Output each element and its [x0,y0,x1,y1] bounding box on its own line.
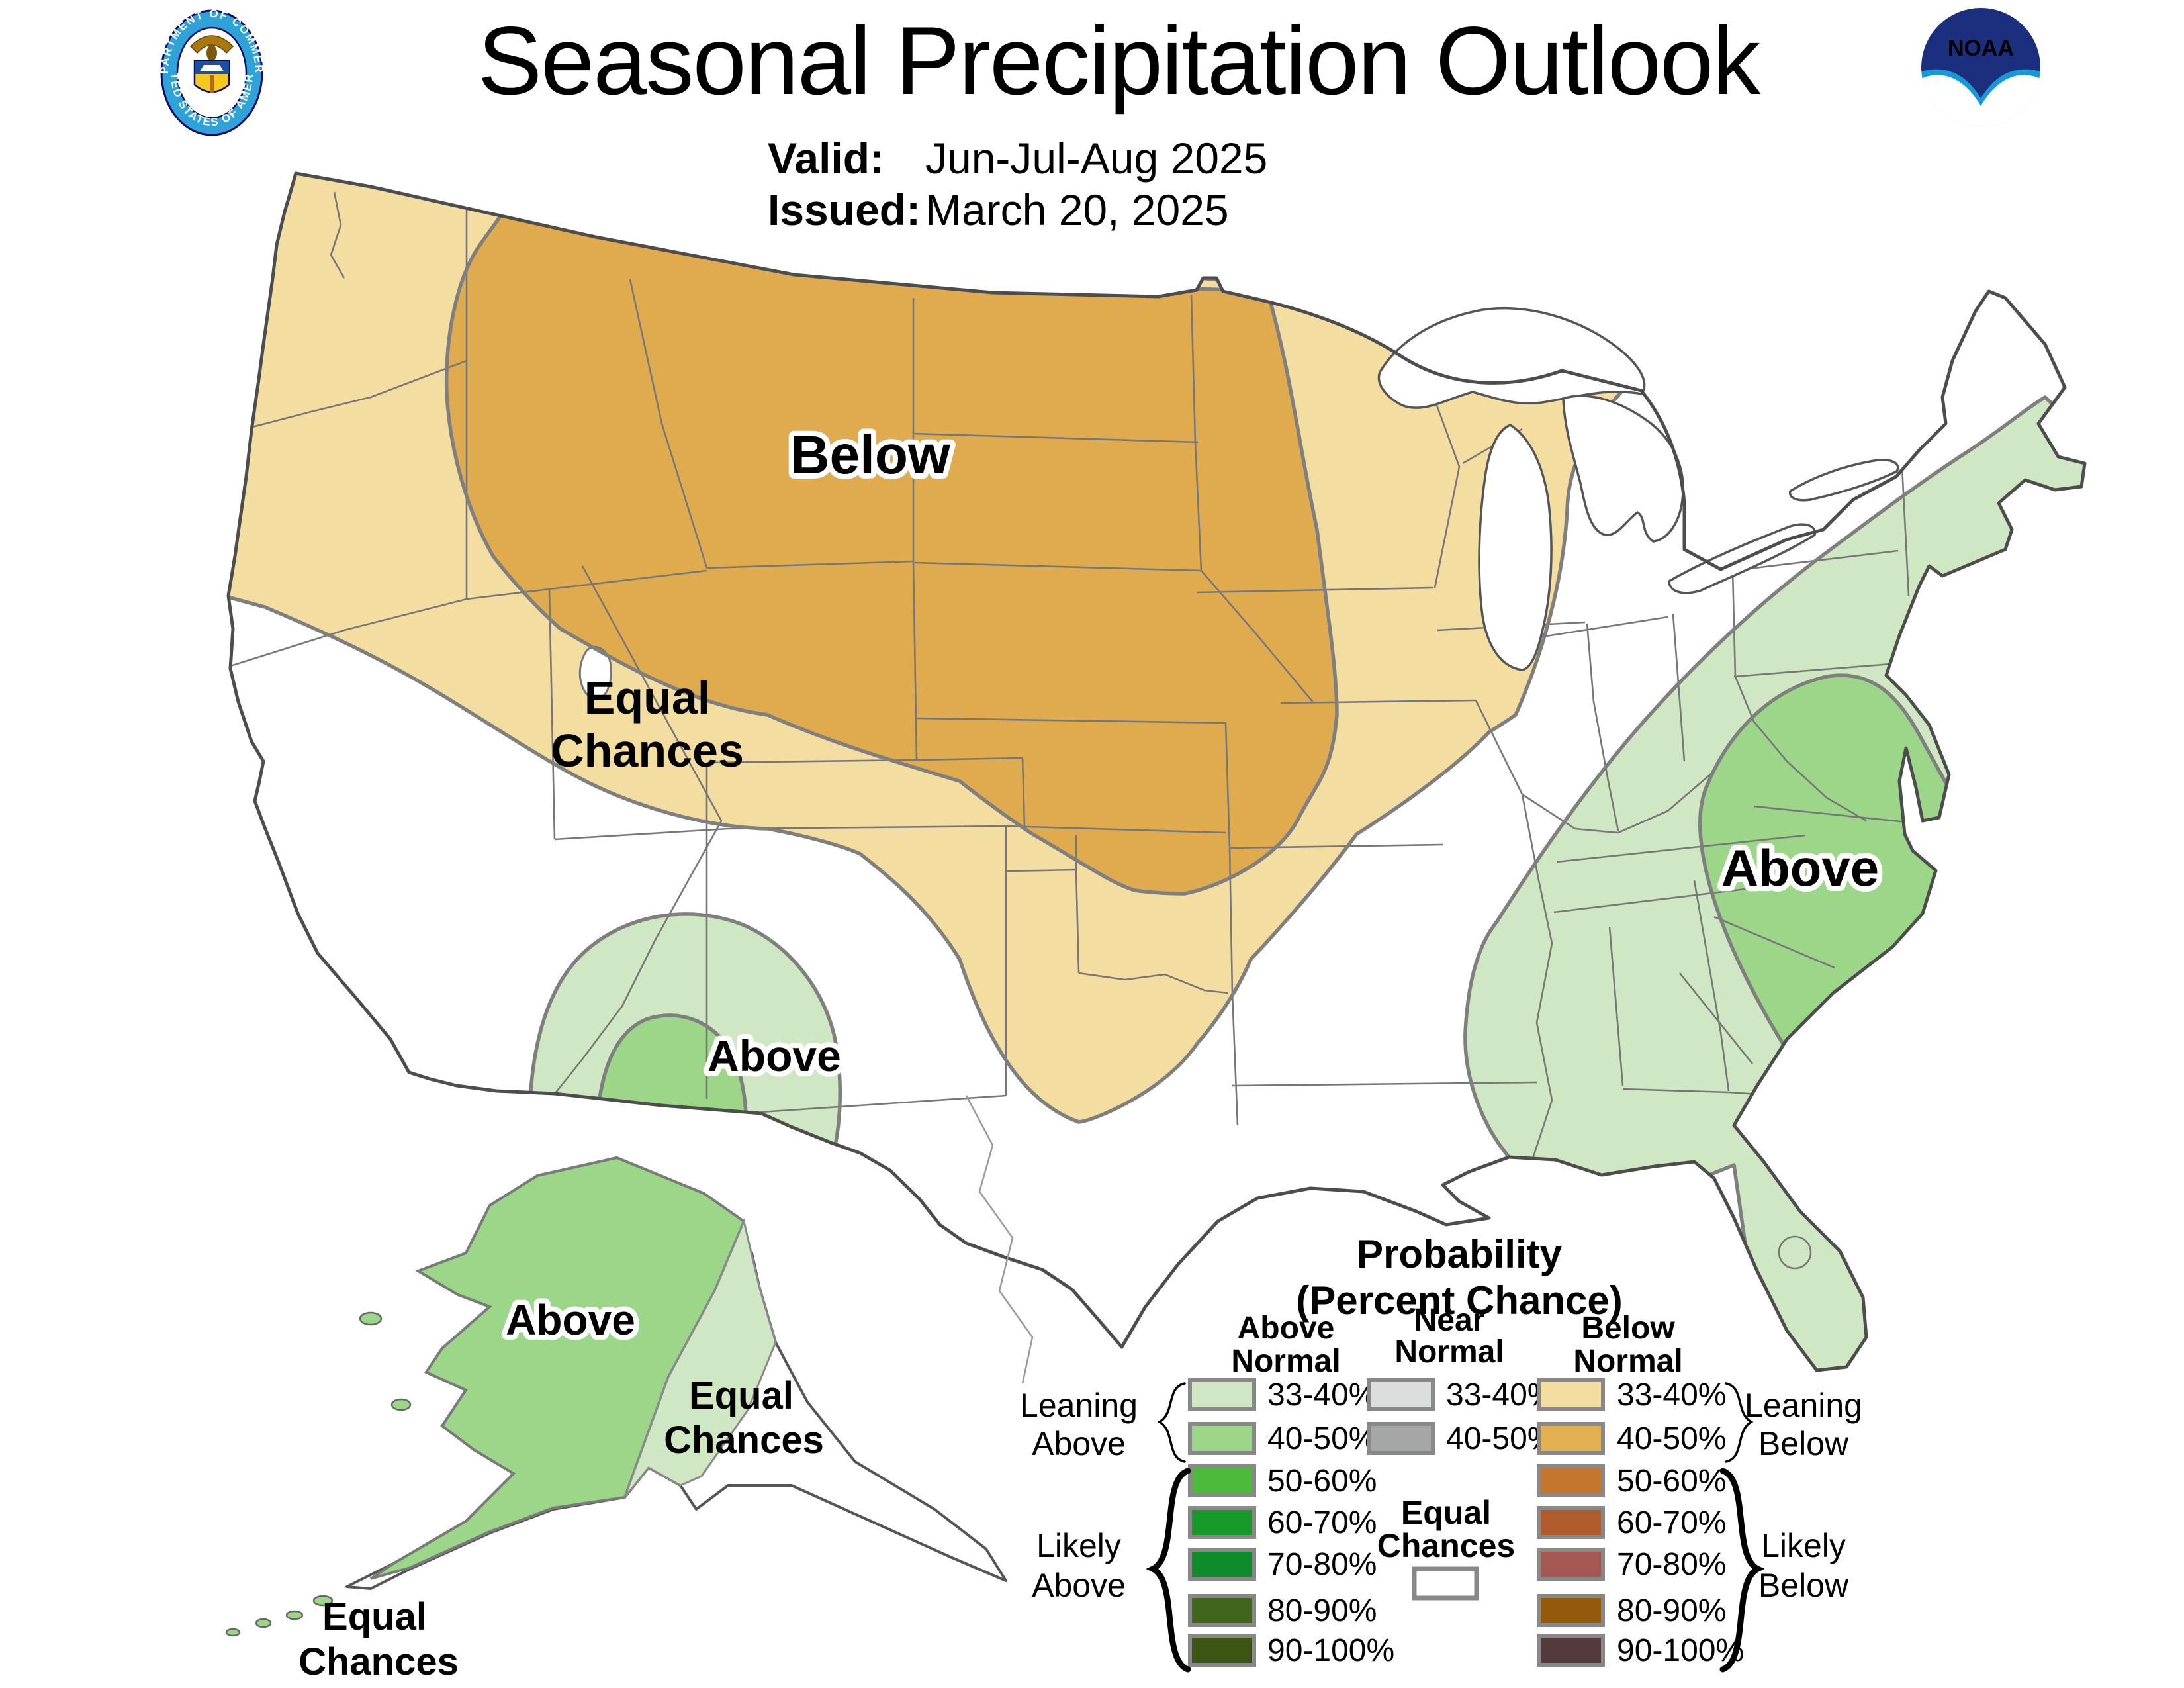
issued-value: March 20, 2025 [925,185,1229,234]
label-equal-chances-alaska-line2: Chances [664,1419,824,1462]
legend-equal-chances-line1: Equal [1401,1494,1491,1531]
range-above-50-60: 50-60% [1267,1464,1377,1499]
page-title: Seasonal Precipitation Outlook [478,7,1762,115]
range-above-33-40: 33-40% [1267,1378,1377,1413]
map-labels: Below Equal Chances Above Above Above Eq… [298,420,1884,1683]
swatch-below-60-70 [1537,1506,1605,1539]
alaska-map [225,1095,1034,1637]
legend-col-near: 33-40% 40-50% [1367,1378,1555,1456]
label-below: Below [790,425,950,485]
lake-superior [1377,306,1646,409]
legend-group-leaning-above-line1: Leaning [1020,1387,1138,1424]
brace-likely-above [1146,1468,1191,1673]
legend-group-likely-above-line2: Above [1032,1567,1126,1604]
header: Seasonal Precipitation Outlook Valid: Ju… [0,0,2040,234]
swatch-near-33-40 [1367,1378,1435,1411]
swatch-below-70-80 [1537,1548,1605,1581]
range-below-90-100: 90-100% [1617,1633,1744,1668]
swatch-below-33-40 [1537,1378,1605,1411]
aleutian-islands [225,1311,412,1637]
legend: Probability (Percent Chance) Above Norma… [1020,1232,1862,1673]
lake-okeechobee [1778,1235,1812,1270]
lake-michigan [1478,424,1553,671]
legend-col-near-header-line1: Near [1414,1303,1485,1338]
legend-col-above-header-line2: Normal [1231,1344,1340,1379]
label-equal-chances-aleutians-line2: Chances [298,1640,459,1683]
swatch-below-90-100 [1537,1634,1605,1667]
range-below-50-60: 50-60% [1617,1464,1726,1499]
legend-group-likely-below-line2: Below [1758,1567,1849,1604]
label-equal-chances-alaska-line1: Equal [689,1374,794,1417]
swatch-above-60-70 [1188,1506,1256,1539]
valid-label: Valid: [768,134,884,183]
label-equal-chances-west-line2: Chances [551,725,744,776]
swatch-near-40-50 [1367,1422,1435,1455]
legend-subtitle: (Percent Chance) [1296,1278,1622,1323]
canada-coastline [965,1095,1034,1384]
brace-likely-below [1719,1468,1765,1673]
swatch-below-80-90 [1537,1594,1605,1627]
alaska-region-above-33-40 [623,1218,777,1498]
legend-group-leaning-below-line2: Below [1758,1425,1849,1462]
swatch-above-80-90 [1188,1594,1256,1627]
label-equal-chances-aleutians-line1: Equal [322,1595,427,1638]
range-below-40-50: 40-50% [1617,1421,1726,1456]
label-above-east: Above [1721,839,1879,897]
label-above-alaska: Above [506,1296,635,1344]
legend-col-above-header-line1: Above [1238,1311,1335,1346]
lake-ontario [1788,458,1899,502]
swatch-above-40-50 [1188,1422,1256,1455]
doc-seal-eagle-icon [189,35,234,61]
swatch-above-90-100 [1188,1634,1256,1667]
legend-group-likely-below-line1: Likely [1761,1527,1846,1564]
issued-label: Issued: [768,185,921,234]
label-equal-chances-west-line1: Equal [584,672,711,724]
conus-map [199,159,2118,1430]
valid-value: Jun-Jul-Aug 2025 [925,134,1267,183]
legend-col-near-header-line2: Normal [1394,1335,1504,1370]
legend-group-leaning-above-line2: Above [1032,1425,1126,1462]
range-below-80-90: 80-90% [1617,1593,1726,1628]
legend-equal-chances-line2: Chances [1377,1527,1515,1564]
range-above-60-70: 60-70% [1267,1505,1377,1540]
legend-col-below-header-line2: Normal [1573,1344,1682,1379]
state-borders [228,191,1946,1270]
range-below-33-40: 33-40% [1617,1378,1726,1413]
range-above-80-90: 80-90% [1267,1593,1377,1628]
swatch-above-50-60 [1188,1464,1256,1497]
brace-leaning-above [1157,1382,1186,1463]
range-above-90-100: 90-100% [1267,1633,1394,1668]
swatch-below-50-60 [1537,1464,1605,1497]
range-above-70-80: 70-80% [1267,1547,1377,1582]
legend-col-below-header-line1: Below [1581,1311,1675,1346]
legend-braces [1146,1382,1765,1673]
noaa-logo: NOAA [1921,8,2040,127]
swatch-above-33-40 [1188,1378,1256,1411]
doc-seal-shield-icon [193,60,230,93]
brace-leaning-below [1725,1382,1754,1463]
lake-huron [1562,395,1684,543]
doc-seal: DEPARTMENT OF COMMERCE UNITED STATES OF … [0,0,264,136]
range-above-40-50: 40-50% [1267,1421,1377,1456]
swatch-equal-chances [1412,1566,1479,1601]
range-below-60-70: 60-70% [1617,1505,1726,1540]
legend-col-above: 33-40% 40-50% 50-60% 60-70% 70-80% 80-90… [1188,1378,1394,1668]
legend-col-below: 33-40% 40-50% 50-60% 60-70% 70-80% 80-90… [1537,1378,1744,1668]
legend-equal-chances: Equal Chances [1377,1494,1515,1601]
label-above-southwest: Above [707,1031,841,1080]
noaa-gull-icon [1921,75,2040,127]
range-below-70-80: 70-80% [1617,1547,1726,1582]
noaa-logo-text: NOAA [1948,36,2014,61]
swatch-below-40-50 [1537,1422,1605,1455]
swatch-above-70-80 [1188,1548,1256,1581]
legend-group-likely-above-line1: Likely [1036,1527,1121,1564]
legend-group-leaning-below-line1: Leaning [1745,1387,1862,1424]
legend-title: Probability [1357,1232,1563,1276]
great-salt-lake [578,645,612,700]
